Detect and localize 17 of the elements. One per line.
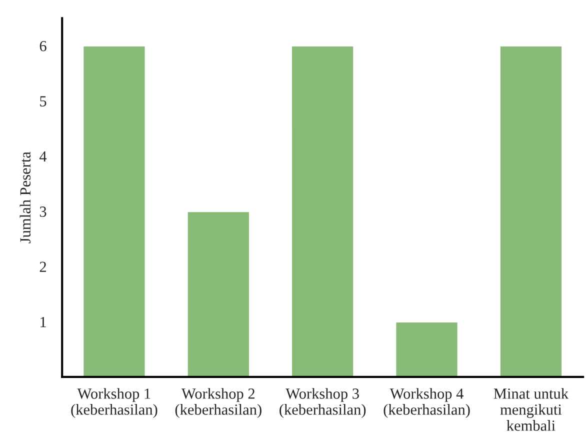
bar xyxy=(499,45,563,377)
x-tick-label: Workshop 1 (keberhasilan) xyxy=(71,388,158,418)
y-tick-label: 5 xyxy=(40,96,46,106)
x-tick-label: Workshop 2 (keberhasilan) xyxy=(175,388,262,418)
y-tick-label: 4 xyxy=(40,151,47,162)
y-tick-label: 6 xyxy=(40,40,46,52)
x-tick-label: Workshop 4 (keberhasilan) xyxy=(384,388,470,418)
y-tick-label: 1 xyxy=(40,316,46,328)
bar xyxy=(186,210,250,377)
y-axis-title: Jumlah Peserta xyxy=(20,152,31,244)
y-tick-label: 2 xyxy=(40,262,46,272)
y-tick-label: 3 xyxy=(40,206,46,217)
bar xyxy=(394,321,459,377)
bar xyxy=(82,45,146,377)
x-tick-label: Workshop 3 (keberhasilan) xyxy=(280,388,366,418)
x-tick-label: Minat untuk mengikuti kembali xyxy=(494,388,569,431)
bar xyxy=(290,45,355,377)
